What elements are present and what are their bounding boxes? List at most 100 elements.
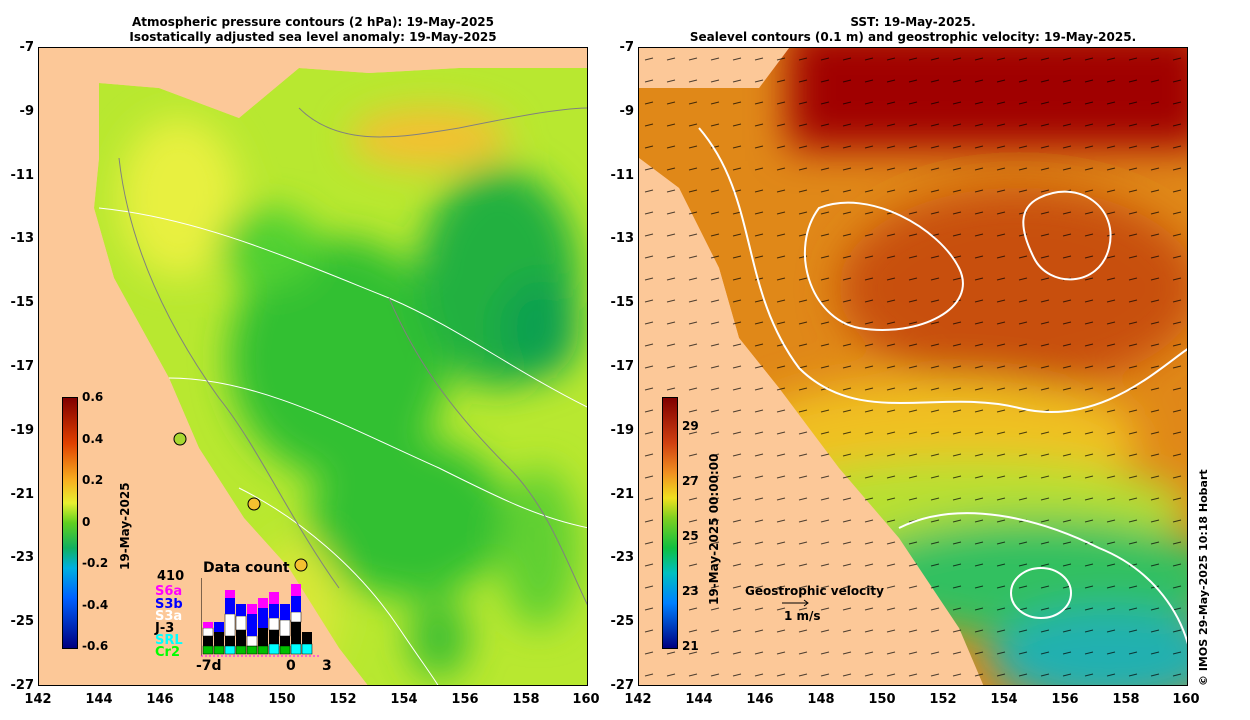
satellite-label: J-3 (155, 621, 175, 636)
x-tick: 152 (329, 692, 357, 707)
y-tick: -21 (10, 487, 35, 502)
data-count-axis-label: 0 (286, 658, 296, 674)
coast-top (39, 48, 587, 118)
sealevel-contour (698, 127, 1187, 414)
data-count-axis-label: -7d (196, 658, 222, 674)
right-title-line1: SST: 19-May-2025. (850, 15, 976, 29)
y-tick: -19 (10, 423, 35, 438)
y-tick: -19 (610, 423, 635, 438)
x-tick: 160 (1172, 692, 1200, 707)
colorbar-tick: -0.2 (82, 556, 109, 570)
sst-colorbar (662, 397, 678, 649)
x-tick: 150 (268, 692, 296, 707)
y-tick: -11 (10, 168, 35, 183)
colorbar-tick: 0 (82, 515, 91, 529)
satellite-label: SRL (155, 633, 183, 648)
sealevel-contour (1010, 567, 1072, 619)
y-tick: -17 (10, 359, 35, 374)
y-tick: -21 (610, 487, 635, 502)
y-tick: -15 (610, 295, 635, 310)
x-tick: 150 (868, 692, 896, 707)
x-tick: 152 (929, 692, 957, 707)
y-tick: -27 (10, 678, 35, 693)
copyright: © IMOS 29-May-2025 10:18 Hobart (1197, 469, 1210, 686)
y-tick: -25 (10, 614, 35, 629)
y-tick: -27 (610, 678, 635, 693)
y-tick: -11 (610, 168, 635, 183)
y-tick: -13 (10, 231, 35, 246)
colorbar-tick: 0.6 (82, 390, 104, 404)
colorbar-tick: 29 (682, 419, 699, 433)
y-tick: -15 (10, 295, 35, 310)
sst-map (638, 47, 1188, 686)
y-tick: -23 (610, 550, 635, 565)
right-title: SST: 19-May-2025. Sealevel contours (0.1… (638, 15, 1188, 45)
x-tick: 148 (207, 692, 235, 707)
y-tick: -9 (19, 104, 34, 119)
x-tick: 144 (685, 692, 713, 707)
sst-colorbar-date: 19-May-2025 00:00:00 (707, 453, 721, 605)
x-tick: 142 (624, 692, 652, 707)
colorbar-tick: 23 (682, 584, 699, 598)
y-tick: -17 (610, 359, 635, 374)
coast-west (39, 83, 368, 685)
y-tick: -13 (610, 231, 635, 246)
colorbar-tick: 27 (682, 474, 699, 488)
data-count-total: 410 (157, 569, 185, 584)
island (294, 558, 308, 572)
x-tick: 158 (512, 692, 540, 707)
colorbar-tick: -0.6 (82, 639, 109, 653)
satellite-label: Cr2 (155, 645, 180, 660)
x-tick: 144 (85, 692, 113, 707)
colorbar-tick: 0.2 (82, 473, 104, 487)
x-tick: 154 (990, 692, 1018, 707)
pressure-contour (168, 377, 587, 529)
sla-colorbar (62, 397, 78, 649)
velocity-legend-title: Geostrophic velocity (745, 584, 884, 598)
data-count-bars (201, 578, 321, 657)
sla-map (38, 47, 588, 686)
pressure-contour (98, 207, 587, 408)
bathymetry-contour (388, 297, 587, 606)
sealevel-contour (804, 201, 964, 331)
y-tick: -7 (19, 40, 34, 55)
data-count-axis-label: 3 (322, 658, 332, 674)
left-title-line2: Isostatically adjusted sea level anomaly… (129, 30, 497, 44)
island (247, 497, 261, 511)
colorbar-tick: -0.4 (82, 598, 109, 612)
x-tick: 158 (1112, 692, 1140, 707)
velocity-scale-arrow (782, 599, 809, 607)
satellite-label: S3a (155, 609, 183, 624)
x-tick: 148 (807, 692, 835, 707)
colorbar-tick: 25 (682, 529, 699, 543)
colorbar-tick: 21 (682, 639, 699, 653)
sst-map-graphic (639, 48, 1187, 685)
y-tick: -23 (10, 550, 35, 565)
left-title: Atmospheric pressure contours (2 hPa): 1… (38, 15, 588, 45)
right-title-line2: Sealevel contours (0.1 m) and geostrophi… (689, 30, 1137, 44)
satellite-label: S3b (155, 597, 183, 612)
sla-map-graphic (39, 48, 587, 685)
island (173, 432, 187, 446)
satellite-label: S6a (155, 584, 183, 599)
y-tick: -7 (619, 40, 634, 55)
data-count-title: Data count (203, 560, 290, 576)
sealevel-contour (898, 512, 1187, 645)
colorbar-tick: 0.4 (82, 432, 104, 446)
x-tick: 156 (1051, 692, 1079, 707)
velocity-scale-label: 1 m/s (784, 609, 821, 623)
x-tick: 156 (451, 692, 479, 707)
sealevel-contour (1022, 190, 1112, 281)
bathymetry-contour (118, 157, 340, 589)
x-tick: 160 (572, 692, 600, 707)
sla-colorbar-date: 19-May-2025 (118, 482, 132, 570)
velocity-arrows (639, 48, 1187, 685)
y-tick: -9 (619, 104, 634, 119)
x-tick: 154 (390, 692, 418, 707)
x-tick: 142 (24, 692, 52, 707)
y-tick: -25 (610, 614, 635, 629)
pressure-contour (238, 487, 439, 685)
x-tick: 146 (146, 692, 174, 707)
bathymetry-contour (298, 107, 587, 138)
x-tick: 146 (746, 692, 774, 707)
